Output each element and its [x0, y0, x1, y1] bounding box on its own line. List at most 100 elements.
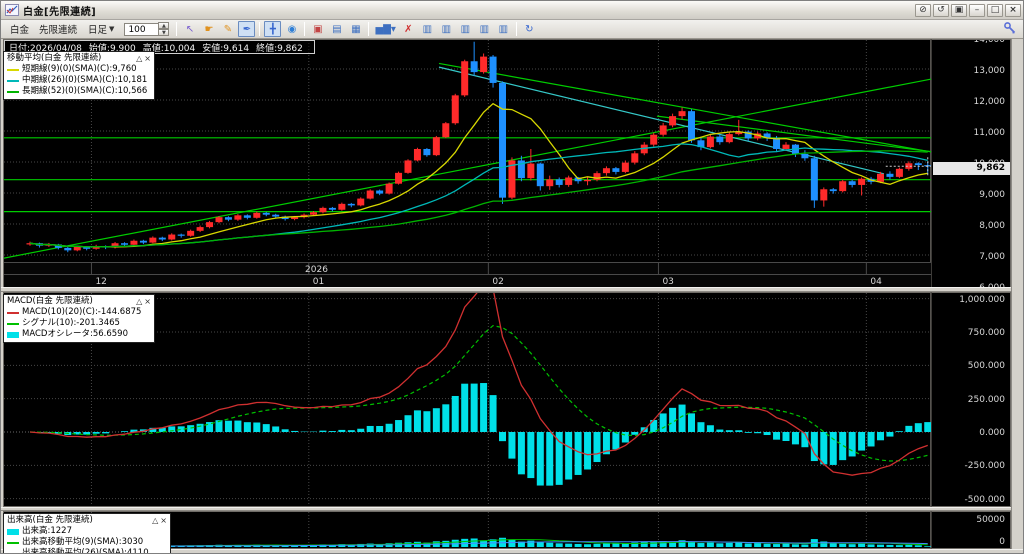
- toolbar-separator: [515, 22, 517, 36]
- window-controls: ⊘ ↺ ▣ – □ ×: [915, 3, 1021, 17]
- legend-header: 移動平均(白金 先限連続) △ ×: [7, 53, 151, 64]
- pen-tool-icon[interactable]: ✒: [238, 21, 256, 37]
- app-chart-icon: [5, 4, 19, 16]
- hand-tool-icon[interactable]: ☛: [204, 23, 214, 35]
- main-chart-panel[interactable]: 2026 12 01 02 03 04: [3, 39, 932, 287]
- restore-view-icon[interactable]: ↺: [933, 3, 949, 17]
- pencil-tool-icon[interactable]: ✎: [223, 23, 233, 35]
- bars-count-stepper: 100 ▲ ▼: [124, 22, 170, 36]
- legend-item: 短期線(9)(0)(SMA)(C):9,760: [7, 64, 151, 75]
- panel-layout-1-icon[interactable]: ▥: [422, 23, 433, 35]
- legend-item: MACD(10)(20)(C):-144.6875: [7, 307, 151, 318]
- legend-swatch: [7, 322, 19, 325]
- window-title: 白金[先限連続]: [23, 6, 97, 18]
- volume-canvas[interactable]: [4, 512, 932, 548]
- legend-swatch: [7, 311, 19, 314]
- legend-close-icon[interactable]: ×: [144, 297, 151, 306]
- cascade-windows-icon[interactable]: ▣: [951, 3, 967, 17]
- legend-title: 出来高(白金 先限連続): [7, 515, 93, 525]
- price-tick: 7,000: [979, 252, 1005, 262]
- refresh-icon[interactable]: ↻: [525, 23, 534, 35]
- grid-2x2-icon[interactable]: ▤: [332, 23, 342, 35]
- toolbar-separator: [304, 22, 306, 36]
- legend-swatch: [7, 331, 19, 338]
- compass-tool-icon[interactable]: ◉: [287, 23, 297, 35]
- panel-layout-4-icon[interactable]: ▥: [479, 23, 490, 35]
- chart-type-dropdown-icon[interactable]: ▅▇▾: [375, 23, 396, 35]
- macd-canvas[interactable]: [4, 293, 932, 506]
- legend-label: 出来高移動平均(26)(SMA):4110: [22, 548, 149, 554]
- legend-close-icon[interactable]: ×: [144, 54, 151, 63]
- legend-item: シグナル(10):-201.3465: [7, 318, 151, 329]
- maximize-button[interactable]: □: [987, 3, 1003, 17]
- price-tick: 12,000: [973, 97, 1006, 107]
- legend-swatch: [7, 68, 19, 71]
- price-tick: 11,000: [973, 128, 1006, 138]
- macd-axis: 1,000.000 750.000 500.000 250.000 0.000 -250.…: [931, 292, 1011, 507]
- macd-tick: -500.000: [964, 494, 1005, 505]
- x-axis-year-label: 2026: [305, 265, 328, 275]
- legend-swatch: [7, 79, 19, 82]
- spin-up-icon[interactable]: ▲: [158, 22, 170, 29]
- timeframe-dropdown[interactable]: 日足 ▼: [86, 22, 116, 36]
- legend-label: 短期線(9)(0)(SMA)(C):9,760: [22, 64, 137, 74]
- macd-tick: -250.000: [964, 461, 1005, 472]
- current-price-tag: 9,862: [933, 161, 1010, 175]
- instrument-label[interactable]: 白金: [10, 25, 30, 36]
- minimize-button[interactable]: –: [969, 3, 985, 17]
- legend-item: MACDオシレータ:56.6590: [7, 329, 151, 340]
- price-tick: 14,000: [973, 39, 1006, 45]
- chart-settings-button[interactable]: [1003, 21, 1021, 38]
- new-chart-window-icon[interactable]: ▣: [313, 23, 323, 35]
- panel-separator: [1, 287, 1023, 292]
- x-axis-month-label: 03: [662, 277, 673, 287]
- bars-count-input[interactable]: 100: [124, 22, 159, 36]
- toolbar-separator: [176, 22, 178, 36]
- macd-tick: 1,000.000: [959, 294, 1005, 305]
- spin-down-icon[interactable]: ▼: [158, 29, 170, 36]
- legend-header: MACD(白金 先限連続) △ ×: [7, 296, 151, 307]
- right-frame: [1011, 39, 1023, 553]
- info-field: 日付:2026/04/08: [9, 43, 82, 54]
- x-axis-month-label: 01: [313, 277, 324, 287]
- link-icon[interactable]: ⊘: [915, 3, 931, 17]
- legend-collapse-icon[interactable]: △: [136, 297, 143, 306]
- remove-indicator-icon[interactable]: ✗: [404, 23, 413, 35]
- main-chart-canvas[interactable]: 2026 12 01 02 03 04: [4, 40, 932, 287]
- chevron-down-icon: ▼: [109, 25, 115, 33]
- toolbar: 白金 先限連続 日足 ▼ 100 ▲ ▼ ↖ ☛ ✎ ✒ ╋ ◉ ▣ ▤ ▦ ▅▇▾ ✗ ▥ ▥ ▥ ▥ ▥ ↻: [1, 20, 1023, 39]
- info-field: 終値:9,862: [256, 43, 303, 54]
- series-label[interactable]: 先限連続: [39, 25, 78, 36]
- ohlc-info-bar: 日付:2026/04/08 始値:9,900 高値:10,004 安値:9,614 終値…: [4, 40, 315, 54]
- legend-item: 出来高:1227: [7, 526, 167, 537]
- legend-label: MACDオシレータ:56.6590: [22, 329, 128, 339]
- macd-legend: MACD(白金 先限連続) △ × MACD(10)(20)(C):-144.6875…: [3, 294, 155, 343]
- legend-collapse-icon[interactable]: △: [152, 516, 159, 525]
- legend-title: MACD(白金 先限連続): [7, 296, 93, 306]
- legend-item: 出来高移動平均(26)(SMA):4110: [7, 548, 167, 554]
- crosshair-tool-icon[interactable]: ╋: [264, 21, 282, 37]
- panel-separator: [1, 507, 1023, 511]
- legend-close-icon[interactable]: ×: [160, 516, 167, 525]
- legend-swatch: [7, 90, 19, 93]
- volume-legend: 出来高(白金 先限連続) △ × 出来高:1227 出来高移動平均(9)(SMA):30…: [3, 513, 171, 554]
- cursor-tool-icon[interactable]: ↖: [185, 23, 195, 35]
- legend-swatch: [7, 528, 19, 535]
- panel-layout-2-icon[interactable]: ▥: [441, 23, 452, 35]
- price-tick: 9,000: [979, 190, 1005, 200]
- legend-label: 中期線(26)(0)(SMA)(C):10,181: [22, 75, 148, 85]
- volume-tick: 50000: [976, 515, 1005, 525]
- macd-panel[interactable]: [3, 292, 932, 507]
- price-tick: 13,000: [973, 66, 1006, 76]
- macd-tick: 0.000: [979, 428, 1005, 438]
- legend-label: 出来高移動平均(9)(SMA):3030: [22, 537, 144, 547]
- macd-tick: 500.000: [967, 361, 1005, 372]
- legend-collapse-icon[interactable]: △: [136, 54, 143, 63]
- panel-layout-5-icon[interactable]: ▥: [498, 23, 509, 35]
- panel-layout-3-icon[interactable]: ▥: [460, 23, 471, 35]
- info-field: 高値:10,004: [142, 43, 196, 54]
- close-button[interactable]: ×: [1005, 3, 1021, 17]
- grid-3x3-icon[interactable]: ▦: [351, 23, 361, 35]
- timeframe-value: 日足: [88, 25, 108, 36]
